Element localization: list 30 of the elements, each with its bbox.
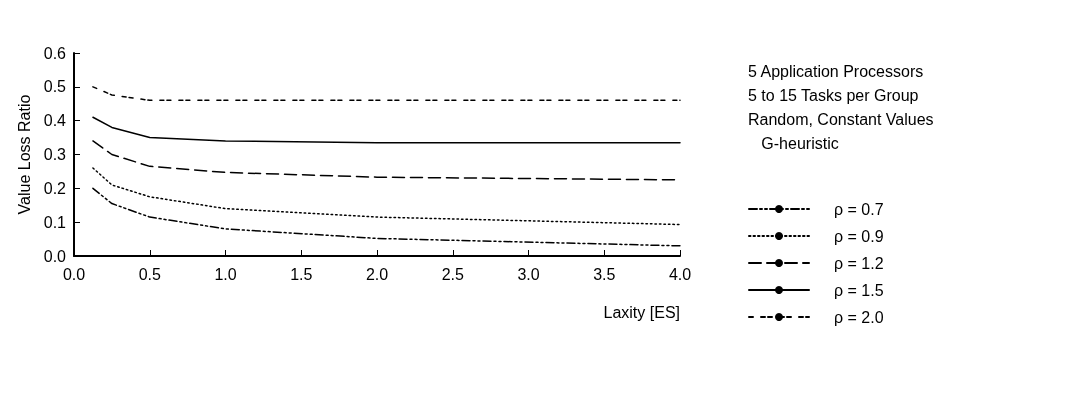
x-tick-label: 3.5 [593, 265, 616, 283]
x-tick-label: 0.5 [138, 265, 161, 283]
line-series [92, 167, 681, 226]
x-tick-label: 3.0 [517, 265, 540, 283]
legend-label: ρ = 2.0 [834, 308, 884, 326]
y-tick-label: 0.6 [43, 44, 67, 62]
y-tick-label: 0.1 [43, 213, 67, 231]
text: G-heuristic [748, 134, 839, 152]
x-tick-label: 1.0 [214, 265, 237, 283]
y-axis-title: Value Loss Ratio [15, 94, 33, 215]
text: 5 Application Processors [748, 62, 924, 80]
line-series [92, 187, 681, 247]
x-tick-label: 2.5 [441, 265, 464, 283]
y-tick-label: 0.2 [43, 179, 67, 197]
y-tick-label: 0.3 [43, 146, 67, 163]
x-tick-label: 4.0 [668, 265, 692, 283]
y-tick-label: 0.0 [43, 247, 67, 265]
x-axis-title: Laxity [ES] [603, 303, 680, 321]
line-series [92, 116, 681, 144]
legend-label: ρ = 1.5 [834, 281, 884, 299]
y-tick-label: 0.5 [43, 78, 67, 96]
y-tick-label: 0.4 [43, 112, 67, 130]
x-tick-label: 1.5 [290, 265, 313, 283]
text: 5 to 15 Tasks per Group [748, 86, 919, 104]
x-tick-label: 2.0 [365, 265, 389, 283]
legend-label: ρ = 0.7 [834, 200, 884, 218]
text: Random, Constant Values [748, 110, 934, 128]
legend-label: ρ = 1.2 [834, 254, 884, 272]
legend-label: ρ = 0.9 [834, 227, 884, 245]
x-tick-label: 0.0 [62, 265, 86, 283]
